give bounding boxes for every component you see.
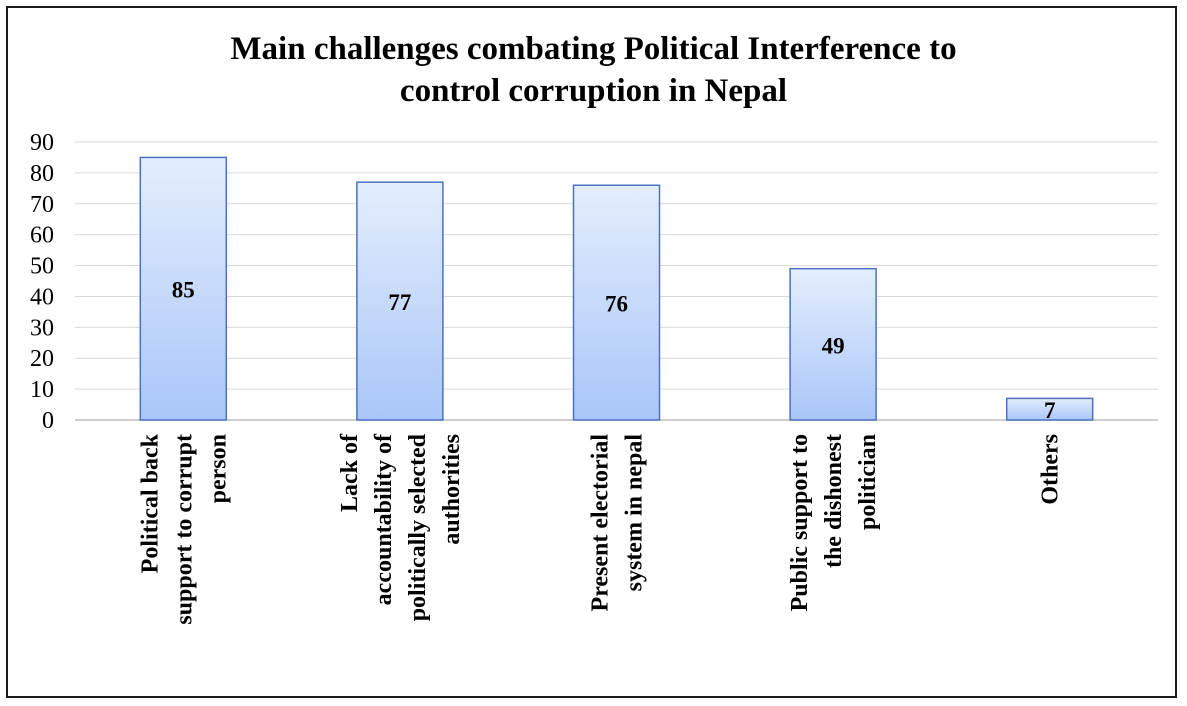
x-category-label-line: person xyxy=(205,434,231,503)
x-axis-category-labels: Political back support to corrupt person La… xyxy=(137,433,1063,625)
data-label: 85 xyxy=(172,278,195,303)
y-tick-label: 80 xyxy=(30,161,54,187)
x-category-label: Public support to the dishonest politician xyxy=(787,434,881,611)
bars xyxy=(139,156,1094,421)
chart-title: Main challenges combating Political Inte… xyxy=(0,28,1187,112)
chart-title-line-2: control corruption in Nepal xyxy=(399,73,788,109)
data-label: 49 xyxy=(822,333,845,358)
chart-title-line-1: Main challenges combating Political Inte… xyxy=(230,31,957,67)
x-category-label-line: Public support to xyxy=(787,434,813,611)
x-category-label-line: politically selected xyxy=(405,433,431,621)
x-category-label-line: system in nepal xyxy=(622,434,648,592)
bar xyxy=(572,184,661,421)
y-tick-label: 0 xyxy=(42,408,54,434)
x-category-label: Others xyxy=(1038,434,1064,505)
y-tick-label: 70 xyxy=(30,192,54,218)
y-tick-label: 20 xyxy=(30,346,54,372)
y-axis-tick-labels: 0 10 20 30 40 50 60 70 80 90 xyxy=(30,130,54,434)
y-tick-label: 50 xyxy=(30,254,54,280)
bar xyxy=(1005,397,1094,421)
y-tick-label: 60 xyxy=(30,223,54,249)
x-category-label-line: politician xyxy=(855,434,881,530)
data-label: 76 xyxy=(605,292,628,317)
y-tick-label: 10 xyxy=(30,377,54,403)
bar xyxy=(356,181,444,421)
y-tick-label: 40 xyxy=(30,284,54,310)
x-category-label-line: Political back xyxy=(137,433,163,573)
y-tick-label: 90 xyxy=(30,130,54,156)
bar xyxy=(139,156,228,421)
data-label: 77 xyxy=(388,290,411,315)
x-category-label: Political back support to corrupt person xyxy=(137,433,231,624)
y-tick-label: 30 xyxy=(30,315,54,341)
x-category-label-line: Lack of xyxy=(337,433,363,512)
x-category-label: Lack of accountability of politically sele… xyxy=(337,433,465,621)
x-category-label-line: Others xyxy=(1038,434,1064,505)
x-category-label-line: accountability of xyxy=(371,433,397,605)
data-labels: 85 77 76 49 7 xyxy=(172,278,1056,423)
x-category-label-line: support to corrupt xyxy=(171,434,197,625)
bar xyxy=(789,267,877,421)
data-label: 7 xyxy=(1044,398,1056,423)
x-category-label-line: authorities xyxy=(439,434,465,545)
x-category-label: Present electorial system in nepal xyxy=(588,434,648,612)
x-category-label-line: the dishonest xyxy=(821,434,847,568)
x-category-label-line: Present electorial xyxy=(588,434,614,612)
